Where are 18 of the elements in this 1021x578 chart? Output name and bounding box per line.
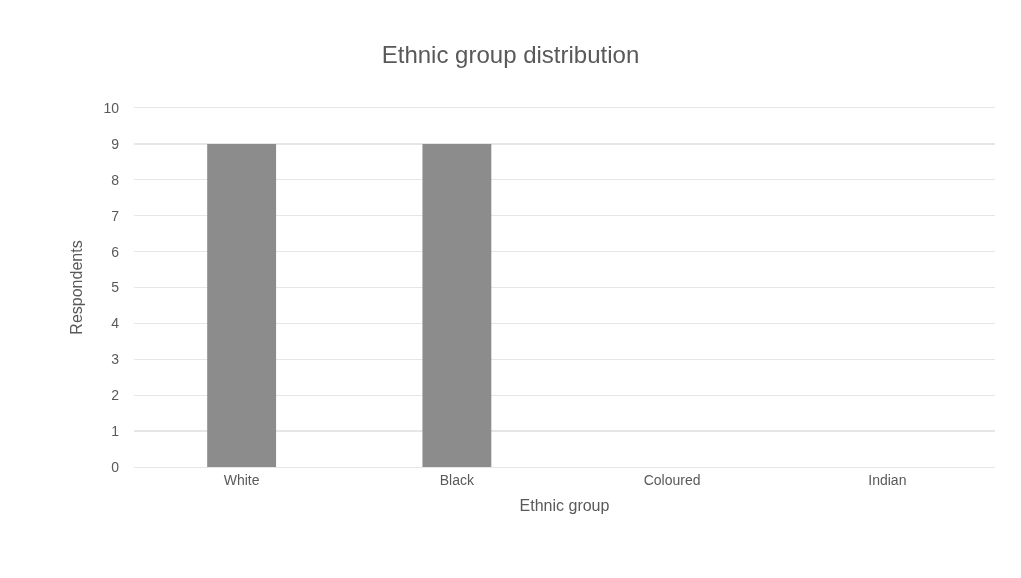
x-axis-title: Ethnic group <box>519 496 610 514</box>
y-tick-label: 9 <box>111 135 120 152</box>
y-axis-title: Respondents <box>68 240 86 335</box>
y-tick-label: 6 <box>111 243 120 260</box>
y-tick-label: 0 <box>111 458 120 475</box>
y-tick-label: 3 <box>111 351 120 368</box>
y-tick-label: 1 <box>111 423 120 439</box>
y-tick-label: 7 <box>111 207 120 224</box>
y-tick-label: 8 <box>111 171 120 188</box>
x-tick-label: Coloured <box>643 472 701 489</box>
y-tick-label: 2 <box>111 387 120 404</box>
y-tick-label: 4 <box>111 315 120 332</box>
x-tick-label: Black <box>439 472 475 489</box>
x-tick-label: White <box>223 472 260 489</box>
y-tick-label: 5 <box>111 279 120 296</box>
y-tick-label: 10 <box>103 99 120 116</box>
x-tick-label: Indian <box>868 472 907 489</box>
chart-title: Ethnic group distribution <box>381 41 640 69</box>
